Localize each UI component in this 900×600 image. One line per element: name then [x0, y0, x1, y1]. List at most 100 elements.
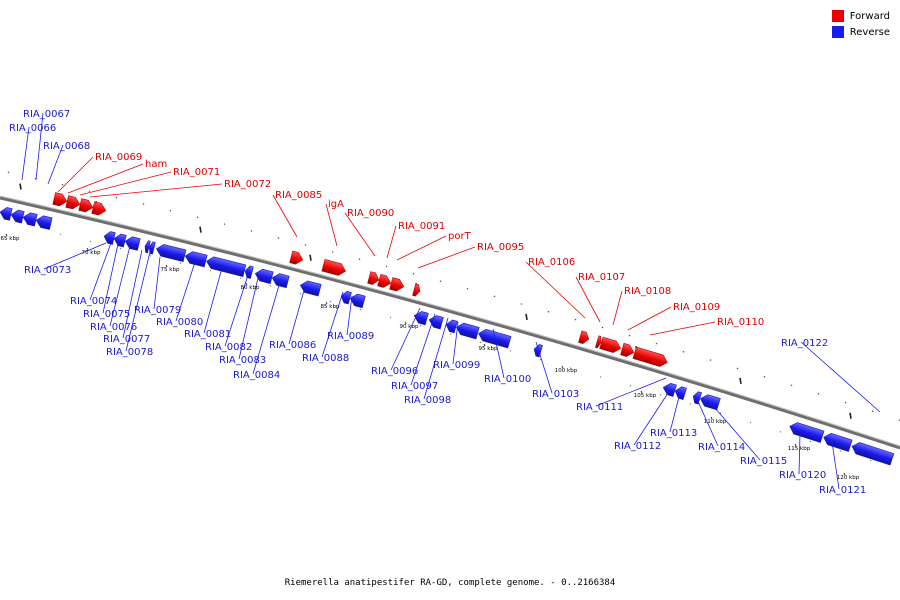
minor-tick [61, 183, 64, 186]
minor-tick [509, 350, 512, 352]
major-tick [19, 183, 22, 190]
reverse-label-connector [831, 441, 840, 490]
kbp-tick-label: 65 kbp [1, 236, 20, 242]
minor-tick [749, 421, 752, 424]
reverse-gene-arrow [10, 209, 25, 224]
reverse-gene-arrow [156, 244, 187, 262]
reverse-label-connector [390, 307, 421, 371]
reverse-gene-label: RIA_0114 [698, 442, 745, 453]
reverse-gene-arrow [148, 241, 156, 255]
minor-tick [439, 280, 442, 283]
reverse-label-connector [321, 291, 344, 358]
reverse-gene-label: RIA_0075 [83, 309, 130, 320]
kbp-tick-label: 85 kbp [321, 304, 340, 310]
minor-tick [119, 247, 122, 250]
minor-tick [88, 190, 91, 193]
minor-tick [574, 318, 577, 321]
reverse-label-connector [410, 313, 436, 386]
reverse-gene-arrow [124, 236, 141, 251]
reverse-gene-label: RIA_0120 [779, 470, 826, 481]
minor-tick [250, 230, 253, 232]
minor-tick [817, 392, 820, 395]
reverse-gene-label: RIA_0098 [404, 395, 451, 406]
reverse-label-connector [175, 261, 196, 322]
reverse-gene-arrow [299, 280, 322, 297]
reverse-gene-arrow [674, 386, 687, 400]
minor-tick [277, 236, 280, 239]
reverse-gene-arrow [789, 422, 825, 443]
reverse-gene-label: RIA_0078 [106, 347, 153, 358]
reverse-gene-arrow [455, 322, 480, 340]
reverse-label-connector [346, 295, 353, 336]
reverse-gene-arrow [445, 319, 458, 334]
reverse-label-connector [89, 242, 112, 301]
minor-tick [239, 277, 242, 280]
minor-tick [709, 359, 712, 361]
tick-mark [843, 472, 846, 476]
reverse-label-connector [122, 249, 143, 339]
kbp-tick-label: 75 kbp [161, 267, 180, 273]
reverse-gene-arrow [478, 329, 512, 349]
forward-gene-arrow [620, 342, 635, 357]
minor-tick [790, 384, 793, 387]
reverse-gene-arrow [271, 273, 290, 289]
legend-forward-label: Forward [849, 10, 890, 22]
forward-label-connector [396, 235, 447, 261]
minor-tick [358, 258, 361, 261]
minor-tick [59, 233, 62, 236]
major-tick [199, 226, 202, 233]
minor-tick [871, 410, 874, 413]
reverse-gene-label: RIA_0115 [740, 456, 787, 467]
minor-tick [779, 430, 782, 433]
minor-tick [389, 316, 392, 319]
reverse-gene-label: RIA_0084 [233, 370, 280, 381]
reverse-gene-arrow [244, 265, 254, 279]
legend-reverse-label: Reverse [849, 26, 890, 38]
minor-tick [115, 196, 118, 199]
forward-gene-label: RIA_0108 [624, 286, 671, 297]
major-tick [739, 377, 742, 384]
reverse-gene-arrow [823, 433, 853, 452]
forward-gene-arrow [389, 277, 405, 292]
forward-gene-arrow [599, 336, 621, 353]
minor-tick [520, 303, 523, 305]
forward-gene-arrow [595, 335, 602, 349]
minor-tick [331, 251, 334, 253]
reverse-gene-arrow [254, 268, 274, 284]
reverse-gene-label: RIA_0081 [184, 329, 231, 340]
forward-label-connector [89, 183, 223, 198]
minor-tick [449, 333, 452, 335]
forward-label-connector [272, 194, 298, 238]
minor-tick [601, 326, 604, 329]
backbone-highlight [0, 195, 900, 447]
minor-tick [299, 292, 302, 295]
minor-tick [655, 342, 658, 345]
forward-gene-label: RIA_0106 [528, 257, 575, 268]
major-tick [849, 412, 852, 419]
reverse-label-connector [238, 277, 259, 360]
minor-tick [419, 324, 422, 327]
reverse-gene-arrow [22, 212, 38, 227]
reverse-label-connector [252, 281, 281, 375]
minor-tick [359, 308, 362, 311]
reverse-gene-arrow [184, 251, 208, 268]
tick-mark [325, 301, 328, 305]
forward-swatch [831, 10, 844, 22]
reverse-gene-label: RIA_0080 [156, 317, 203, 328]
minor-tick [839, 450, 842, 452]
reverse-gene-arrow [144, 240, 151, 254]
major-tick [525, 313, 528, 321]
reverse-label-connector [423, 317, 449, 400]
kbp-tick-label: 80 kbp [241, 285, 260, 291]
reverse-gene-label: RIA_0121 [819, 485, 866, 496]
reverse-gene-label: RIA_0111 [576, 402, 623, 413]
reverse-label-connector [452, 321, 459, 365]
forward-gene-label: RIA_0107 [578, 272, 625, 283]
minor-tick [209, 269, 212, 272]
reverse-label-connector [707, 399, 761, 461]
reverse-gene-arrow [413, 311, 429, 326]
forward-label-connector [575, 276, 601, 323]
reverse-gene-label: RIA_0113 [650, 428, 697, 439]
minor-tick [304, 243, 307, 246]
kbp-tick-label: 90 kbp [400, 324, 419, 330]
